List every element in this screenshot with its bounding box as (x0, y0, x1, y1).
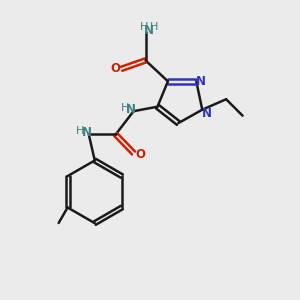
Text: H: H (140, 22, 148, 32)
Text: O: O (110, 62, 120, 75)
Text: H: H (149, 22, 158, 32)
Text: N: N (81, 127, 92, 140)
Text: O: O (135, 148, 145, 161)
Text: N: N (196, 75, 206, 88)
Text: N: N (202, 107, 212, 120)
Text: N: N (126, 103, 136, 116)
Text: H: H (76, 127, 85, 136)
Text: H: H (121, 103, 129, 113)
Text: N: N (143, 24, 154, 37)
